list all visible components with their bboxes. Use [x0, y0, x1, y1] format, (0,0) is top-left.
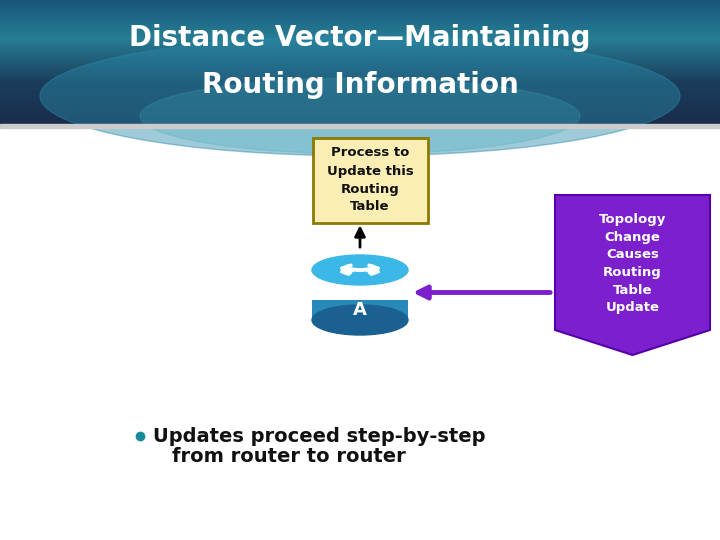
Bar: [0, 25, 720, 27]
Bar: [0, 17, 720, 19]
Bar: [0, 10, 720, 12]
Bar: [0, 0, 720, 126]
Bar: [0, 36, 720, 38]
Bar: [0, 56, 720, 58]
Bar: [0, 110, 720, 112]
Bar: [0, 104, 720, 105]
Polygon shape: [555, 195, 710, 355]
Bar: [0, 4, 720, 6]
Bar: [0, 15, 720, 17]
Bar: [0, 31, 720, 33]
Bar: [0, 80, 720, 82]
Bar: [0, 55, 720, 57]
Bar: [0, 75, 720, 77]
Bar: [0, 83, 720, 85]
Bar: [0, 29, 720, 31]
Text: from router to router: from router to router: [172, 447, 406, 465]
Bar: [0, 39, 720, 41]
Bar: [0, 59, 720, 62]
Bar: [0, 3, 720, 5]
Bar: [0, 50, 720, 52]
Bar: [0, 20, 720, 22]
Bar: [0, 97, 720, 99]
Bar: [0, 28, 720, 30]
Bar: [0, 8, 720, 10]
Bar: [0, 87, 720, 90]
Bar: [0, 85, 720, 86]
Bar: [0, 92, 720, 94]
Bar: [0, 126, 720, 540]
Bar: [0, 86, 720, 88]
Text: Process to
Update this
Routing
Table: Process to Update this Routing Table: [327, 146, 413, 213]
Ellipse shape: [312, 305, 408, 335]
Bar: [0, 14, 720, 16]
Bar: [0, 1, 720, 3]
Bar: [0, 0, 720, 2]
Text: Updates proceed step-by-step: Updates proceed step-by-step: [153, 427, 485, 446]
Bar: [0, 119, 720, 122]
FancyBboxPatch shape: [312, 138, 428, 222]
Bar: [0, 99, 720, 101]
Bar: [0, 78, 720, 80]
Text: A: A: [353, 301, 367, 319]
Bar: [0, 37, 720, 39]
Ellipse shape: [40, 36, 680, 156]
Bar: [0, 51, 720, 53]
Bar: [0, 116, 720, 118]
Bar: [0, 47, 720, 49]
Bar: [0, 26, 720, 28]
Bar: [0, 114, 720, 117]
Bar: [0, 102, 720, 104]
Bar: [0, 6, 720, 8]
Bar: [0, 23, 720, 25]
Bar: [0, 124, 720, 126]
Bar: [0, 67, 720, 69]
Bar: [0, 64, 720, 66]
Bar: [0, 105, 720, 107]
Bar: [0, 32, 720, 35]
Bar: [0, 42, 720, 44]
Bar: [0, 91, 720, 93]
Bar: [0, 100, 720, 103]
Bar: [0, 45, 720, 47]
Bar: [0, 72, 720, 74]
Bar: [0, 82, 720, 84]
Bar: [0, 63, 720, 65]
Bar: [0, 18, 720, 21]
Bar: [0, 69, 720, 71]
Bar: [0, 108, 720, 110]
Bar: [0, 121, 720, 123]
Bar: [0, 70, 720, 72]
Polygon shape: [312, 300, 408, 320]
Bar: [0, 96, 720, 98]
Bar: [0, 77, 720, 79]
Text: Distance Vector—Maintaining: Distance Vector—Maintaining: [130, 24, 590, 52]
Bar: [0, 123, 720, 124]
Ellipse shape: [312, 255, 408, 285]
Bar: [0, 94, 720, 96]
Bar: [0, 73, 720, 76]
Bar: [0, 22, 720, 24]
Text: Topology
Change
Causes
Routing
Table
Update: Topology Change Causes Routing Table Upd…: [599, 213, 666, 314]
Ellipse shape: [140, 78, 580, 154]
Bar: [0, 113, 720, 115]
Bar: [0, 118, 720, 120]
Bar: [0, 44, 720, 46]
Bar: [0, 89, 720, 91]
Bar: [0, 61, 720, 63]
Bar: [0, 66, 720, 68]
Bar: [0, 58, 720, 60]
Bar: [0, 48, 720, 50]
Bar: [0, 34, 720, 36]
Bar: [0, 53, 720, 55]
Text: Routing Information: Routing Information: [202, 71, 518, 99]
Bar: [0, 106, 720, 109]
Bar: [0, 111, 720, 113]
Bar: [0, 124, 720, 128]
Bar: [0, 40, 720, 43]
Bar: [0, 9, 720, 11]
Bar: [0, 12, 720, 14]
